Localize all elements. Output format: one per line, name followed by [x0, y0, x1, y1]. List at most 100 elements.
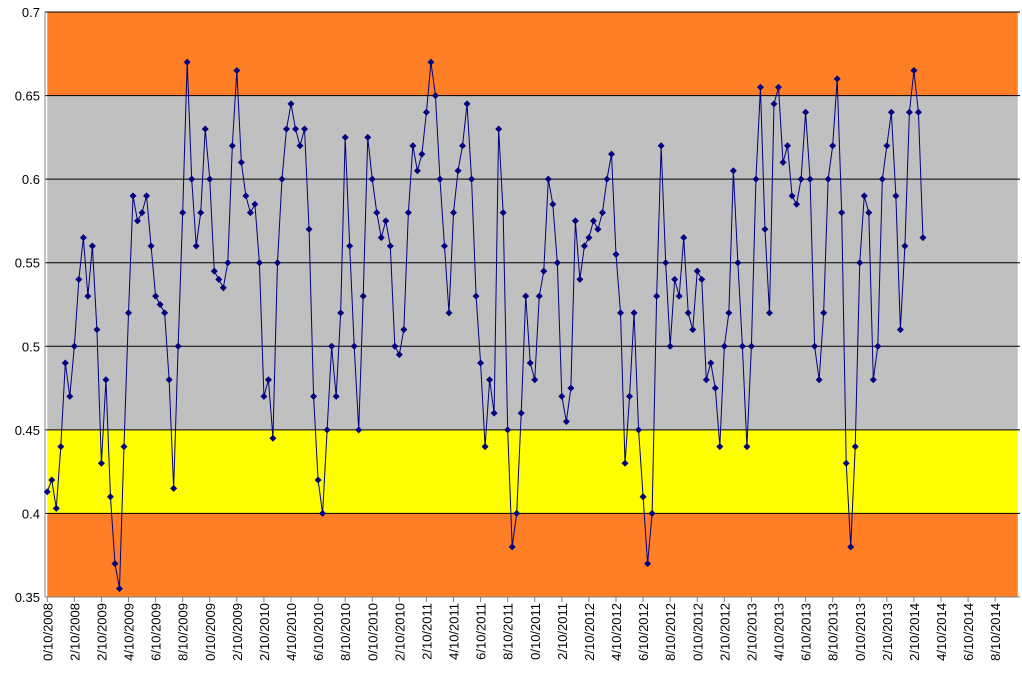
marker	[314, 476, 322, 484]
x-tick-label: 6/10/2013	[799, 603, 814, 661]
marker	[97, 459, 105, 467]
x-tick-label: 0/10/2010	[365, 603, 380, 661]
marker	[373, 209, 381, 217]
marker	[594, 225, 602, 233]
marker	[165, 376, 173, 384]
marker	[93, 326, 101, 334]
marker	[445, 309, 453, 317]
marker	[237, 158, 245, 166]
marker	[648, 509, 656, 517]
marker	[368, 175, 376, 183]
marker	[477, 359, 485, 367]
marker	[607, 150, 615, 158]
marker	[680, 234, 688, 242]
marker	[323, 426, 331, 434]
x-tick-label: 2/10/2014	[907, 603, 922, 661]
x-tick-label: 2/10/2010	[257, 603, 272, 661]
marker	[887, 108, 895, 116]
marker	[359, 292, 367, 300]
marker	[756, 83, 764, 91]
marker	[346, 242, 354, 250]
marker	[549, 200, 557, 208]
marker	[802, 108, 810, 116]
x-tick-label: 2/10/2011	[555, 603, 570, 660]
marker	[332, 392, 340, 400]
marker	[377, 234, 385, 242]
marker	[553, 259, 561, 267]
marker	[66, 392, 74, 400]
marker	[382, 217, 390, 225]
marker	[820, 309, 828, 317]
marker	[350, 342, 358, 350]
marker	[61, 359, 69, 367]
marker	[896, 326, 904, 334]
x-tick-label: 0/10/2008	[40, 603, 55, 661]
marker	[179, 209, 187, 217]
x-tick-label: 6/10/2010	[311, 603, 326, 661]
marker	[671, 275, 679, 283]
marker	[662, 259, 670, 267]
marker	[70, 342, 78, 350]
marker	[626, 392, 634, 400]
x-tick-label: 6/10/2009	[149, 603, 164, 661]
marker	[156, 301, 164, 308]
marker	[833, 75, 841, 83]
marker	[43, 488, 51, 496]
marker	[635, 426, 643, 434]
y-tick-label: 0.35	[15, 590, 40, 605]
marker	[409, 142, 417, 150]
marker	[395, 351, 403, 359]
marker	[522, 292, 530, 300]
marker	[287, 100, 295, 108]
marker	[878, 175, 886, 183]
marker	[52, 504, 60, 512]
marker	[901, 242, 909, 250]
marker	[531, 376, 539, 384]
marker	[779, 158, 787, 166]
marker	[246, 209, 254, 217]
marker	[102, 376, 110, 384]
marker	[251, 200, 259, 208]
marker	[170, 484, 178, 492]
marker	[431, 92, 439, 100]
marker	[504, 426, 512, 434]
marker	[450, 209, 458, 217]
marker	[517, 409, 525, 417]
band	[47, 513, 1018, 597]
marker	[233, 67, 241, 74]
marker	[693, 267, 701, 275]
marker	[57, 443, 65, 451]
marker	[675, 292, 683, 300]
x-tick-label: 4/10/2013	[772, 603, 787, 661]
marker	[775, 83, 783, 91]
band	[47, 12, 1018, 96]
marker	[761, 225, 769, 233]
y-tick-label: 0.7	[22, 5, 40, 20]
marker	[788, 192, 796, 200]
x-tick-label: 4/10/2009	[122, 603, 137, 661]
marker	[120, 443, 128, 451]
marker	[540, 267, 548, 275]
marker	[328, 342, 336, 350]
marker	[698, 275, 706, 283]
marker	[793, 200, 801, 208]
marker	[440, 242, 448, 250]
marker	[201, 125, 209, 133]
marker	[224, 259, 232, 267]
x-tick-label: 2/10/2009	[230, 603, 245, 661]
marker	[422, 108, 430, 116]
marker	[905, 108, 913, 116]
marker	[296, 142, 304, 150]
x-tick-label: 2/10/2010	[392, 603, 407, 661]
marker	[811, 342, 819, 350]
y-tick-label: 0.5	[22, 339, 40, 354]
x-tick-label: 4/10/2014	[934, 603, 949, 661]
marker	[842, 459, 850, 467]
marker	[612, 250, 620, 258]
marker	[653, 292, 661, 300]
marker	[914, 108, 922, 116]
marker	[734, 259, 742, 267]
marker	[621, 459, 629, 467]
x-tick-label: 6/10/2012	[636, 603, 651, 661]
